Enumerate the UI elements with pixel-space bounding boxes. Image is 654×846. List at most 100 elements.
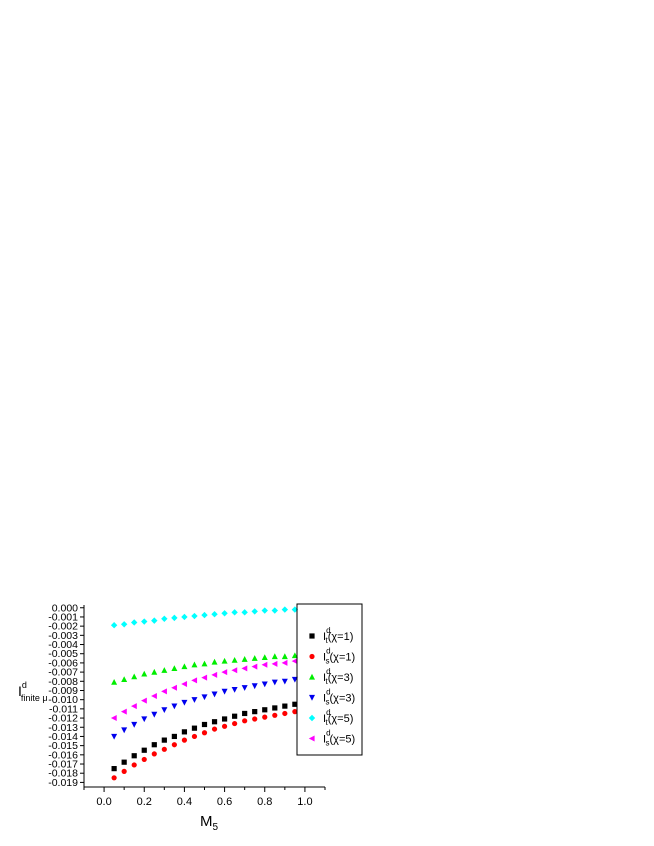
legend-marker	[308, 714, 316, 722]
legend: Id t(χ=1)Id s(χ=1)Id t(χ=3)Id s(χ=3)Id t(χ=5)…	[296, 603, 363, 756]
data-point	[110, 622, 118, 629]
data-point	[282, 703, 288, 709]
y-tick-label: -0.018	[48, 768, 78, 780]
data-point	[221, 723, 228, 729]
data-point	[241, 685, 248, 691]
legend-entry: Id t(χ=3)	[309, 667, 353, 686]
data-point	[191, 733, 198, 740]
legend-label: Id s(χ=1)	[323, 647, 355, 666]
y-tick-label: 0.000	[52, 602, 78, 614]
data-point	[120, 621, 128, 628]
data-point	[191, 725, 198, 731]
data-point	[221, 716, 228, 722]
legend-entry: Id s(χ=5)	[308, 729, 355, 748]
x-tick-label: 0.4	[177, 796, 192, 808]
y-tick-label: -0.001	[48, 611, 78, 623]
data-point	[151, 668, 158, 675]
data-point	[131, 703, 137, 710]
legend-label-sub: s	[326, 657, 330, 666]
data-point	[151, 693, 157, 699]
data-point	[111, 733, 118, 740]
y-axis-label: Id finite μ	[18, 680, 48, 703]
data-point	[151, 711, 158, 718]
data-point	[121, 727, 128, 734]
data-point	[262, 714, 268, 720]
data-point	[242, 718, 248, 724]
data-point	[241, 609, 248, 616]
data-point	[201, 660, 208, 667]
data-point	[231, 686, 238, 693]
data-point	[271, 653, 278, 660]
data-point	[141, 697, 147, 704]
x-tick-label: 0.8	[257, 796, 272, 808]
data-point	[171, 742, 177, 748]
legend-label-sup: d	[326, 667, 330, 676]
data-point	[281, 653, 288, 660]
data-point	[292, 709, 298, 715]
series-4	[111, 676, 298, 740]
data-point	[191, 612, 198, 620]
legend-label-tail: (χ=1)	[330, 652, 356, 664]
legend-label: Id t(χ=1)	[323, 626, 353, 645]
data-point	[211, 610, 218, 618]
data-point	[121, 676, 128, 683]
data-point	[131, 753, 137, 759]
data-point	[131, 721, 138, 728]
data-point	[191, 661, 198, 668]
data-point	[171, 614, 178, 622]
data-point	[291, 652, 298, 659]
series-3	[111, 652, 298, 685]
data-point	[111, 766, 117, 772]
data-point	[231, 667, 238, 674]
legend-label-main: I	[323, 713, 326, 725]
data-point	[151, 751, 157, 757]
legend-label-sub: t	[326, 718, 329, 727]
data-point	[291, 606, 299, 613]
y-tick-label: -0.017	[48, 759, 78, 771]
legend-label-sub: t	[326, 677, 329, 686]
legend-label-main: I	[323, 652, 326, 664]
data-point	[271, 607, 278, 614]
x-tick-label: 0.6	[217, 796, 232, 808]
legend-label-main: I	[323, 693, 326, 705]
data-point	[171, 665, 178, 672]
y-tick-label: -0.012	[48, 713, 78, 725]
x-axis: 0.0 0.2 0.4 0.6 0.8 1.0	[83, 787, 326, 808]
data-point	[191, 677, 198, 684]
legend-label-sup: d	[326, 729, 330, 738]
legend-label: Id t(χ=3)	[323, 667, 353, 686]
legend-marker	[309, 694, 315, 701]
legend-marker	[309, 633, 315, 639]
data-point	[211, 691, 218, 698]
legend-label-sub: s	[326, 739, 330, 748]
x-axis-label-sub: 5	[213, 822, 219, 833]
data-point	[181, 663, 188, 670]
y-axis: 0.000-0.001-0.002-0.003-0.004-0.005-0.00…	[48, 602, 84, 789]
data-point	[251, 655, 258, 661]
data-point	[161, 667, 168, 673]
data-point	[241, 665, 248, 672]
data-point	[281, 659, 288, 666]
y-tick-label: -0.007	[48, 667, 78, 679]
x-tick-label: 0.2	[137, 796, 152, 808]
data-point	[272, 712, 278, 718]
y-tick-label: -0.005	[48, 648, 78, 660]
legend-label-sub: s	[326, 698, 330, 707]
data-points	[110, 606, 299, 781]
data-point	[121, 759, 127, 765]
data-point	[231, 609, 238, 616]
data-point	[201, 674, 208, 681]
data-point	[291, 658, 298, 665]
data-point	[292, 701, 298, 707]
y-tick-label: -0.003	[48, 630, 78, 642]
data-point	[131, 762, 137, 768]
legend-label-sub: t	[326, 636, 329, 645]
data-point	[141, 747, 147, 753]
data-point	[161, 615, 168, 622]
series-6	[110, 658, 298, 722]
legend-label-main: I	[323, 734, 326, 746]
data-point	[201, 611, 208, 619]
data-point	[191, 697, 198, 703]
x-tick-label: 0.0	[96, 796, 111, 808]
